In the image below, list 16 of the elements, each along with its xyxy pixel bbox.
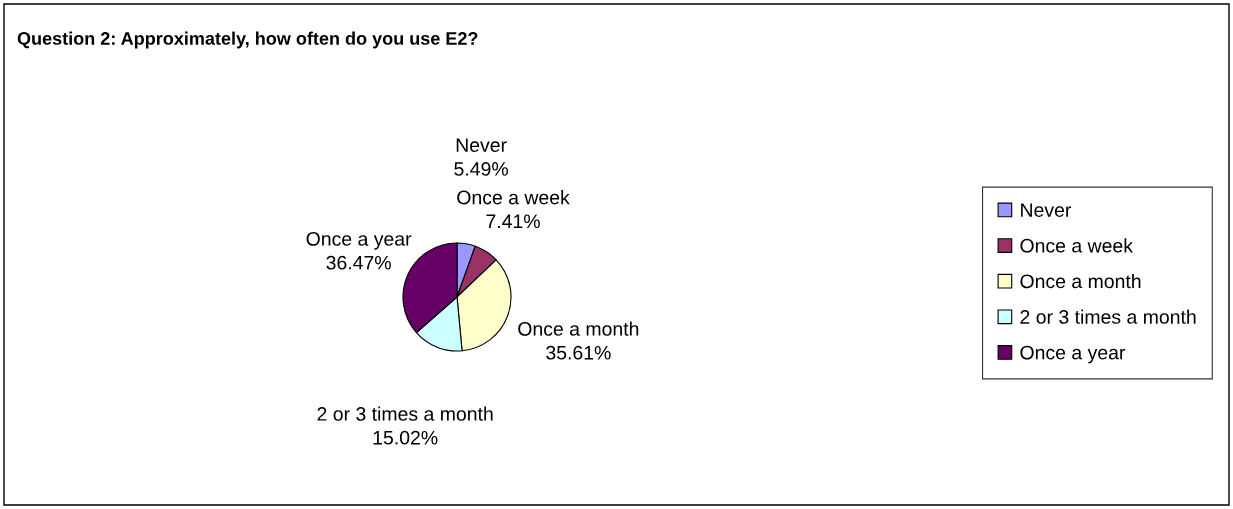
data-label: 7.41% (486, 214, 540, 229)
legend-label: Once a year (1020, 345, 1126, 364)
chart-title: Question 2: Approximately, how often do you use E2? (17, 31, 478, 49)
legend-label: Never (1021, 203, 1072, 217)
data-label: 35.61% (546, 345, 611, 360)
data-label: 15.02% (373, 430, 438, 445)
slice-label: Once a year (306, 232, 412, 250)
data-label: 36.47% (326, 255, 391, 270)
legend-label: Once a month (1020, 273, 1141, 289)
data-label: 5.49% (454, 162, 508, 176)
slice-label: Never (456, 138, 507, 153)
legend-label: Once a week (1020, 238, 1134, 253)
legend-label: 2 or 3 times a month (1020, 309, 1196, 324)
slice-label: Once a month (518, 321, 639, 336)
slice-label: Once a week (457, 190, 570, 205)
slice-label: 2 or 3 times a month (317, 406, 493, 421)
